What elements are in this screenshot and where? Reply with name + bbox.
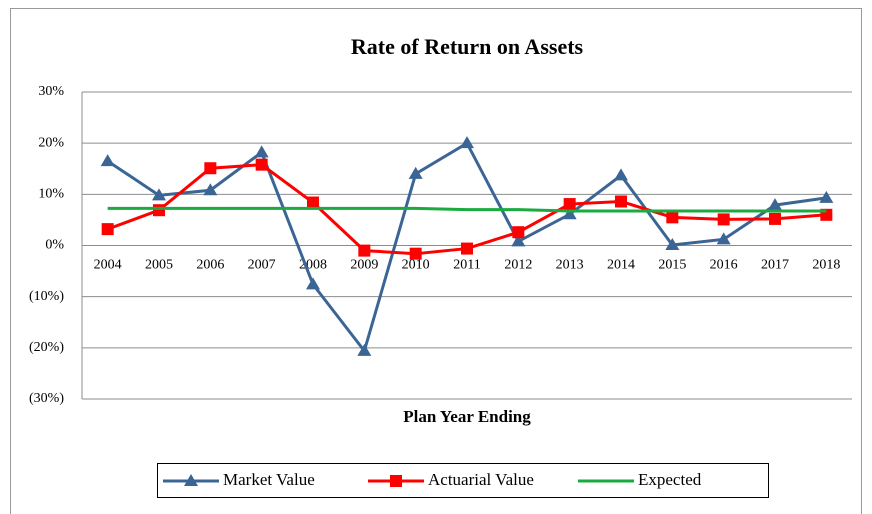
x-tick-label: 2007 [248,258,276,273]
marker [357,343,372,356]
x-tick-label: 2004 [94,258,122,273]
x-tick-label: 2018 [812,258,840,273]
marker [408,166,423,179]
marker [512,226,525,239]
x-tick-label: 2015 [658,258,686,273]
marker [204,162,217,175]
series-line [107,206,827,213]
legend-label: Expected [638,470,702,489]
x-tick-label: 2014 [607,258,635,273]
marker [152,188,166,201]
marker [460,136,474,149]
marker [511,234,526,247]
marker [101,223,114,236]
marker [768,198,782,211]
y-tick-label: (10%) [29,289,64,304]
marker [665,237,680,250]
x-tick-label: 2006 [196,258,224,273]
marker [666,211,679,224]
marker [307,196,319,209]
marker [254,145,269,158]
marker [306,277,320,290]
marker [358,244,371,257]
marker [614,168,628,181]
marker [563,198,576,211]
marker [562,207,577,220]
y-tick-label: (30%) [29,391,64,406]
chart-border [10,8,862,514]
y-tick-label: 30% [38,84,64,99]
x-tick-label: 2005 [145,258,173,273]
legend-marker [390,475,402,487]
marker [461,242,473,255]
x-axis-title: Plan Year Ending [403,407,531,426]
marker [819,190,834,203]
legend-marker [184,474,198,486]
marker [716,232,731,245]
x-tick-label: 2012 [504,258,532,273]
marker [255,158,268,171]
x-tick-label: 2011 [453,258,480,273]
y-tick-label: 0% [45,238,64,253]
marker [615,195,627,208]
legend-label: Actuarial Value [428,470,534,489]
y-tick-label: 10% [38,187,64,202]
x-tick-label: 2010 [402,258,430,273]
x-tick-label: 2016 [710,258,738,273]
marker [717,213,730,226]
marker [153,204,165,217]
y-tick-label: 20% [38,135,64,150]
x-tick-label: 2009 [350,258,378,273]
legend-box [157,463,769,498]
chart-title: Rate of Return on Assets [351,34,584,59]
marker [100,154,115,167]
marker [409,247,422,260]
x-tick-label: 2013 [556,258,584,273]
marker [203,183,218,196]
x-tick-label: 2017 [761,258,789,273]
legend-label: Market Value [223,470,315,489]
y-tick-label: (20%) [29,340,64,355]
marker [769,212,781,225]
